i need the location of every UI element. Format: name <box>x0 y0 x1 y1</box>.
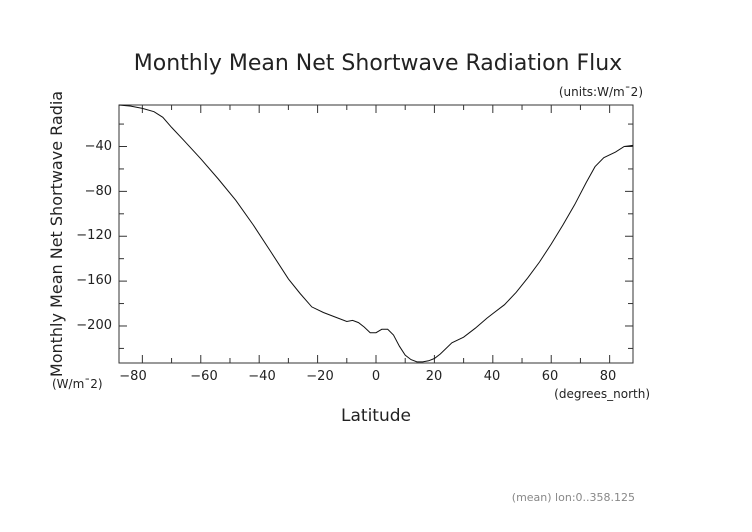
y-axis-label: Monthly Mean Net Shortwave Radia <box>47 91 66 377</box>
footnote: (mean) lon:0..358.125 <box>512 491 635 504</box>
y-tick-label: −40 <box>85 139 112 154</box>
x-tick-label: 80 <box>600 369 617 384</box>
x-axis-units: (degrees_north) <box>554 387 650 401</box>
y-tick-label: −120 <box>76 228 112 243</box>
x-tick-label: −80 <box>119 369 146 384</box>
x-axis-label: Latitude <box>341 406 411 426</box>
y-axis-ticks <box>119 123 633 349</box>
plot-frame <box>118 104 634 364</box>
y-tick-label: −80 <box>85 184 112 199</box>
units-note: (units:W/m¯2) <box>559 85 643 99</box>
y-tick-label: −200 <box>76 318 112 333</box>
x-tick-label: −40 <box>248 369 275 384</box>
y-axis-units: (W/m¯2) <box>52 377 103 391</box>
y-tick-label: −160 <box>76 273 112 288</box>
series-line <box>118 104 634 363</box>
x-tick-label: 60 <box>542 369 559 384</box>
x-tick-label: −20 <box>306 369 333 384</box>
chart-title: Monthly Mean Net Shortwave Radiation Flu… <box>134 51 622 76</box>
x-tick-label: 20 <box>426 369 443 384</box>
x-tick-label: 0 <box>372 369 380 384</box>
x-tick-label: −60 <box>190 369 217 384</box>
x-axis-ticks <box>141 105 611 363</box>
x-tick-label: 40 <box>484 369 501 384</box>
